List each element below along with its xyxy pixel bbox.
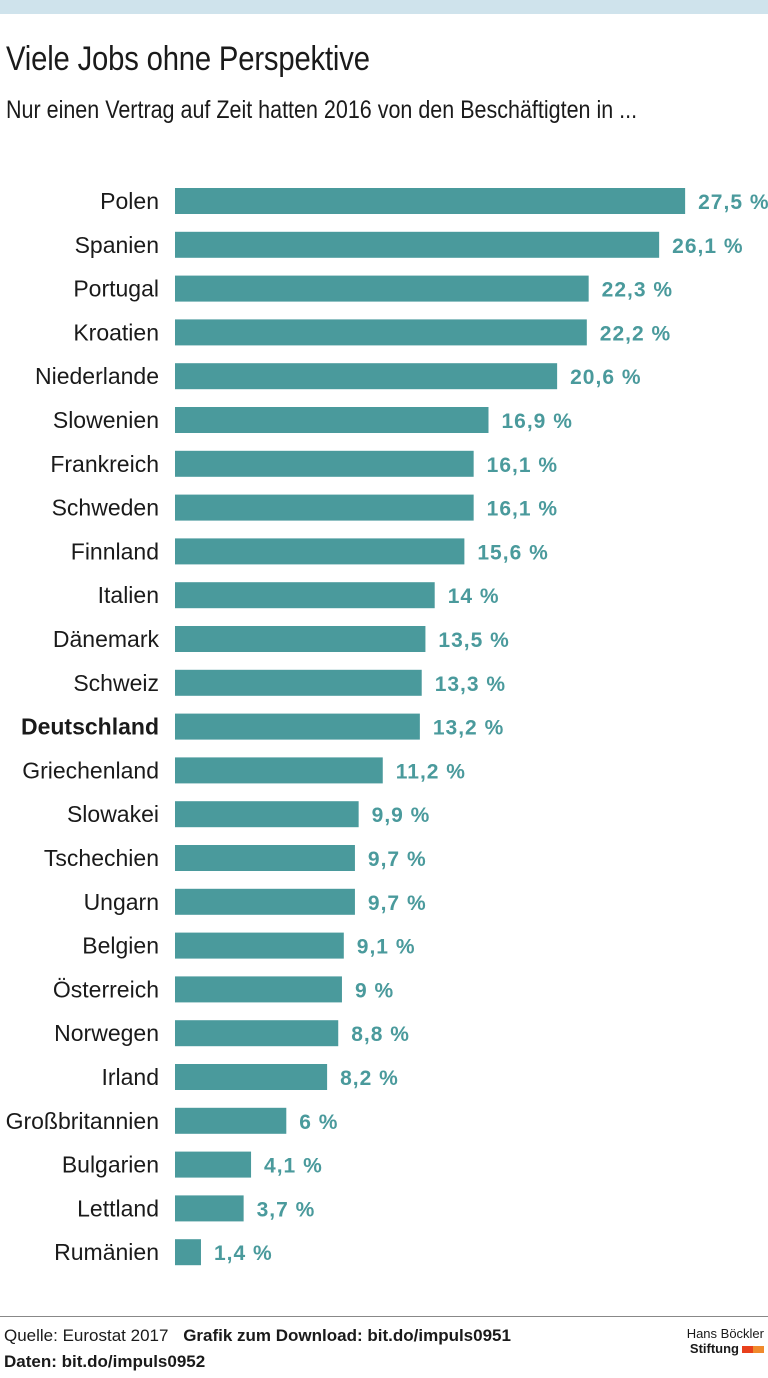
bar — [175, 494, 474, 521]
bar — [175, 1195, 244, 1222]
category-label: Norwegen — [54, 1020, 159, 1046]
data-link[interactable]: Daten: bit.do/impuls0952 — [4, 1352, 206, 1371]
bar — [175, 363, 558, 390]
bar — [175, 713, 420, 740]
download-link[interactable]: Grafik zum Download: bit.do/impuls0951 — [183, 1326, 511, 1345]
category-label: Spanien — [75, 232, 159, 258]
category-label: Großbritannien — [6, 1108, 159, 1134]
category-label: Kroatien — [73, 319, 159, 345]
category-label: Griechenland — [22, 757, 159, 783]
value-label: 9,7 % — [368, 892, 427, 915]
value-label: 13,5 % — [438, 629, 509, 652]
category-label: Deutschland — [21, 714, 159, 740]
bar — [175, 845, 355, 871]
bar — [175, 231, 660, 258]
bar — [175, 976, 342, 1003]
category-label: Dänemark — [53, 626, 160, 652]
chart-subtitle: Nur einen Vertrag auf Zeit hatten 2016 v… — [6, 96, 638, 124]
bar — [175, 757, 383, 784]
logo-line-1: Hans Böckler — [686, 1326, 764, 1341]
bar — [175, 1239, 201, 1266]
top-band — [0, 0, 768, 14]
logo-line-2: Stiftung — [689, 1341, 739, 1356]
value-label: 15,6 % — [477, 541, 548, 564]
value-label: 9,7 % — [368, 848, 427, 871]
value-label: 14 % — [448, 585, 500, 608]
category-label: Finnland — [71, 538, 159, 564]
category-label: Frankreich — [50, 451, 159, 477]
category-label: Lettland — [77, 1195, 159, 1221]
bar — [175, 932, 344, 959]
category-label: Niederlande — [35, 363, 159, 389]
category-label: Schweiz — [73, 670, 159, 696]
category-label: Polen — [100, 188, 159, 214]
category-label: Österreich — [53, 976, 159, 1002]
value-label: 9 % — [355, 979, 394, 1002]
bar — [175, 888, 355, 915]
footer-divider — [0, 1316, 768, 1317]
value-label: 26,1 % — [672, 235, 743, 258]
value-label: 3,7 % — [257, 1198, 316, 1221]
value-label: 22,2 % — [600, 322, 671, 345]
bar — [175, 1064, 328, 1090]
value-label: 16,1 % — [487, 498, 558, 521]
bar — [175, 450, 474, 477]
category-label: Rumänien — [54, 1239, 159, 1265]
bar — [175, 319, 587, 346]
source-line: Quelle: Eurostat 2017 Grafik zum Downloa… — [4, 1326, 511, 1346]
value-label: 4,1 % — [264, 1155, 323, 1178]
bar — [175, 669, 422, 696]
bar — [175, 582, 435, 609]
category-label: Bulgarien — [62, 1152, 159, 1178]
category-label: Tschechien — [44, 845, 159, 871]
value-label: 6 % — [299, 1111, 338, 1134]
value-label: 22,3 % — [602, 279, 673, 302]
value-label: 16,1 % — [487, 454, 558, 477]
chart-title: Viele Jobs ohne Perspektive — [6, 40, 370, 78]
value-label: 9,9 % — [372, 804, 431, 827]
bar — [175, 1151, 252, 1178]
value-label: 20,6 % — [570, 366, 641, 389]
bar — [175, 407, 489, 433]
value-label: 13,3 % — [435, 673, 506, 696]
value-label: 1,4 % — [214, 1242, 273, 1265]
hans-boeckler-logo: Hans Böckler Stiftung — [687, 1326, 764, 1356]
bar — [175, 626, 426, 652]
bar-chart: Polen 27,5 % Spanien 26,1 % Portugal 22,3 % Kr… — [6, 188, 768, 1266]
logo-mark-icon — [742, 1346, 764, 1354]
category-label: Portugal — [73, 276, 159, 302]
value-label: 27,5 % — [698, 191, 768, 214]
value-label: 13,2 % — [433, 717, 504, 740]
value-label: 16,9 % — [501, 410, 572, 433]
value-label: 11,2 % — [396, 760, 466, 783]
bar — [175, 188, 686, 214]
category-label: Irland — [101, 1064, 159, 1090]
bar — [175, 801, 359, 828]
value-label: 9,1 % — [357, 936, 416, 959]
bar — [175, 538, 465, 565]
bar — [175, 1020, 339, 1047]
category-label: Italien — [98, 582, 159, 608]
category-label: Slowakei — [67, 801, 159, 827]
category-label: Schweden — [52, 495, 159, 521]
bar — [175, 275, 589, 302]
value-label: 8,8 % — [351, 1023, 410, 1046]
category-label: Ungarn — [84, 889, 159, 915]
category-label: Belgien — [82, 933, 159, 959]
category-label: Slowenien — [53, 407, 159, 433]
source-text: Quelle: Eurostat 2017 — [4, 1326, 169, 1345]
value-label: 8,2 % — [340, 1067, 399, 1090]
bar — [175, 1107, 287, 1134]
